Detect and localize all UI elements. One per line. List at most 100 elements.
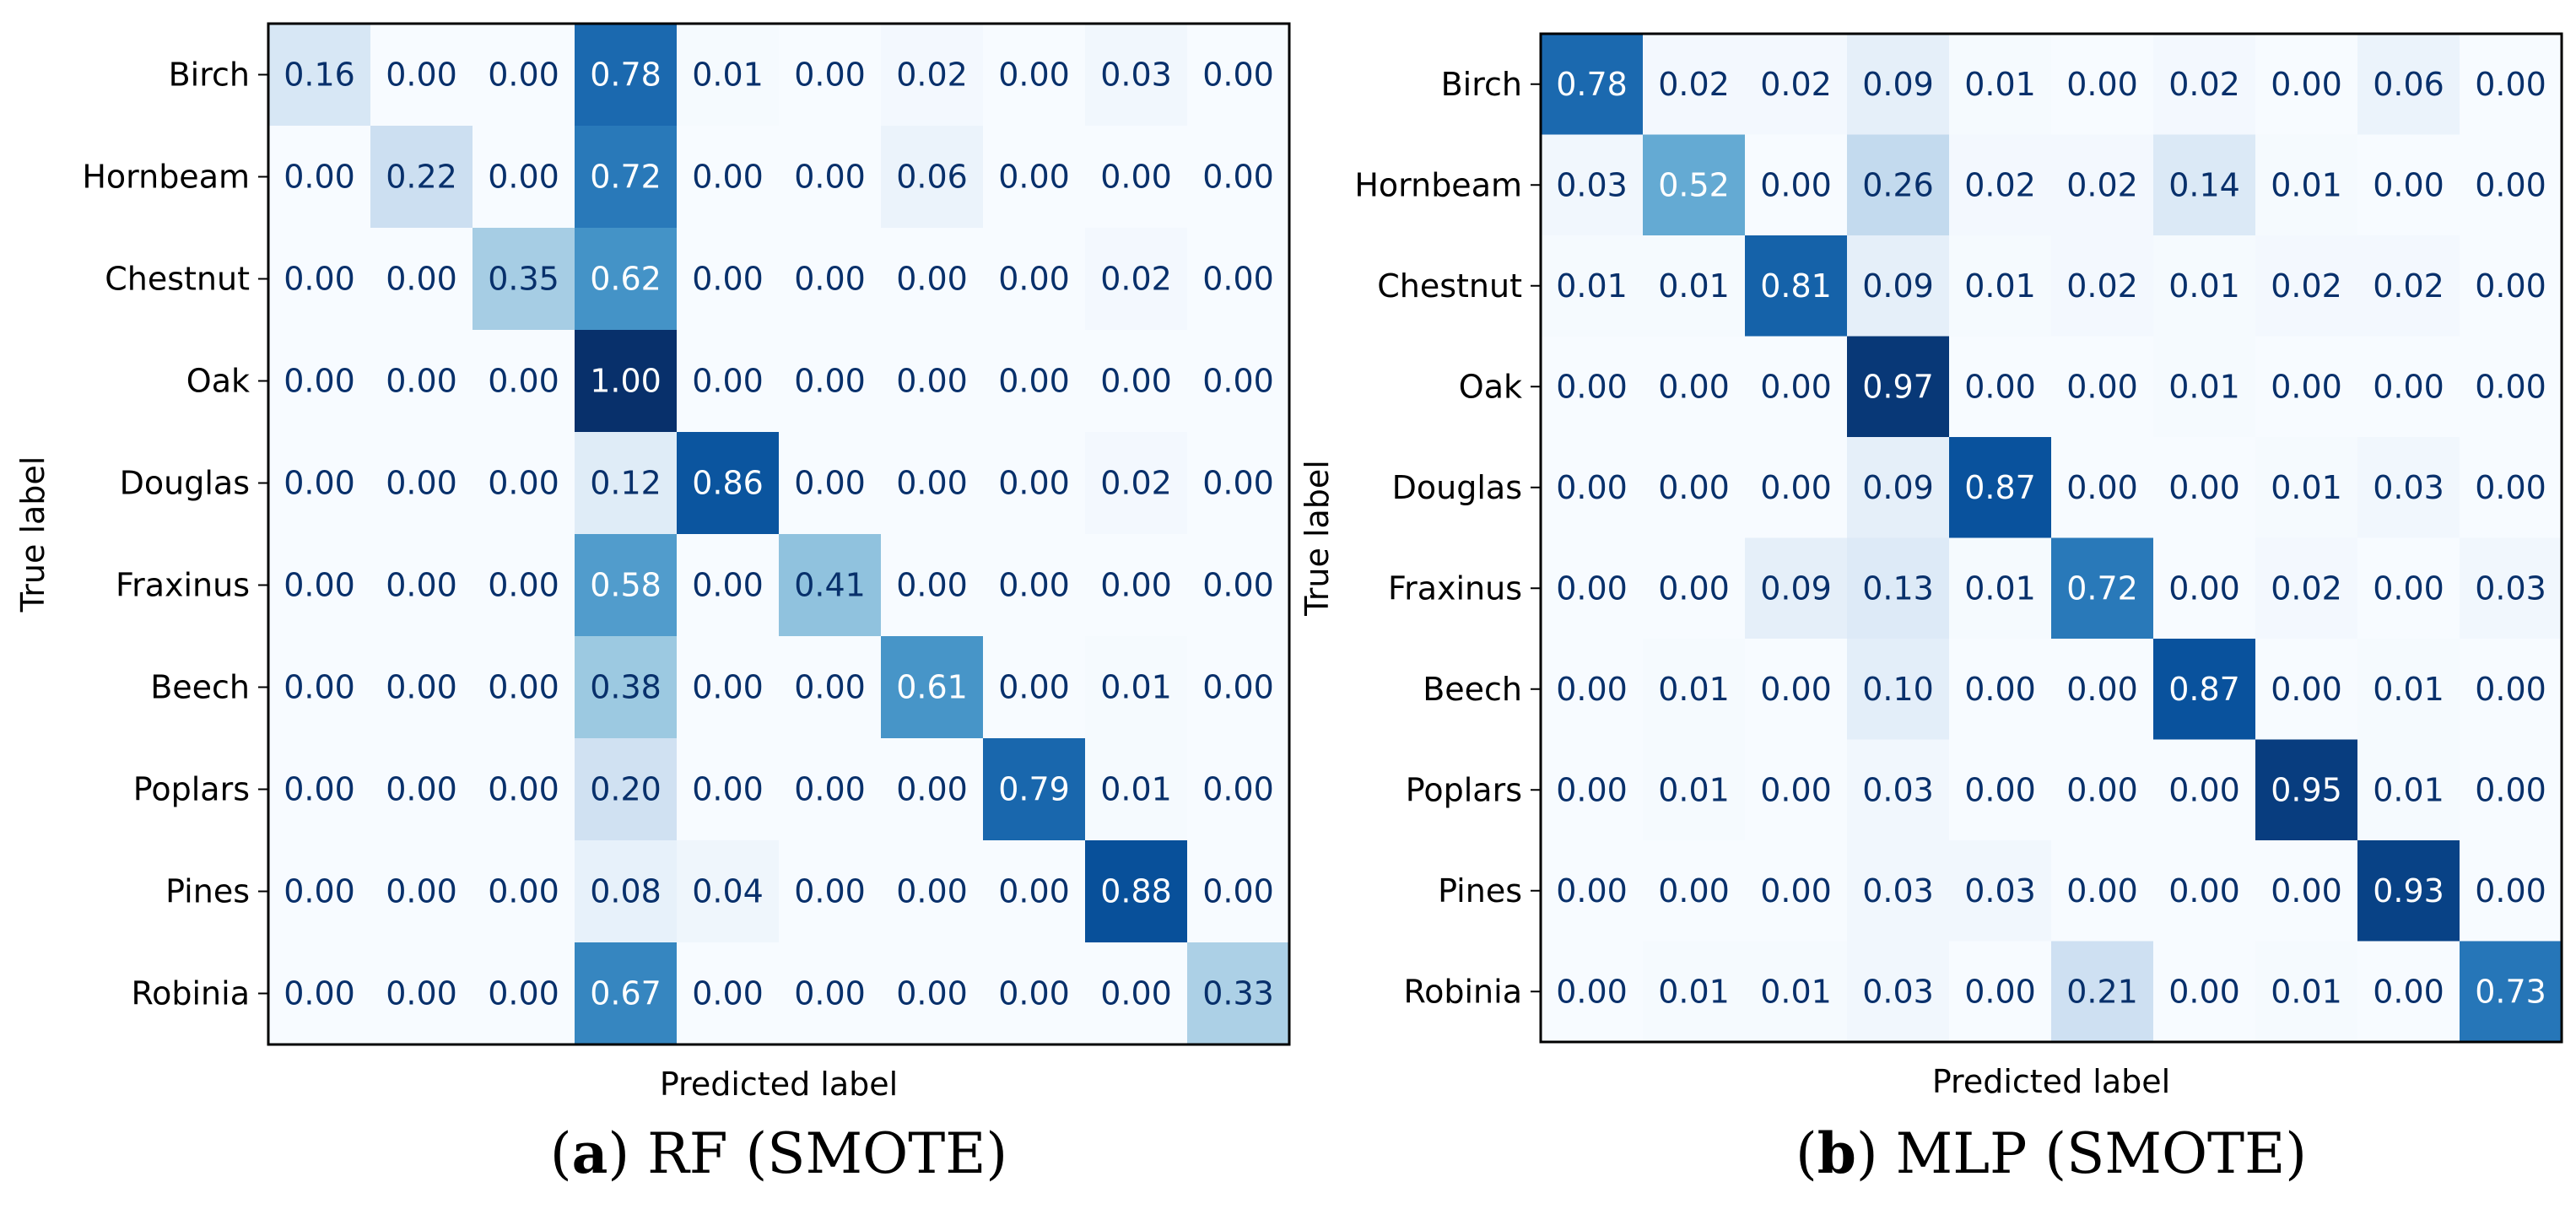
cell-value-label: 0.01 bbox=[2168, 267, 2240, 305]
cell-value-label: 0.00 bbox=[998, 465, 1070, 502]
cell-value-label: 0.22 bbox=[386, 159, 457, 196]
heatmap-cell bbox=[473, 636, 575, 739]
cell-value-label: 0.16 bbox=[284, 57, 355, 94]
cell-value-label: 0.01 bbox=[1556, 267, 1628, 305]
heatmap-cell bbox=[1847, 235, 1950, 337]
heatmap-cell bbox=[1085, 228, 1188, 331]
y-tick-label: Birch bbox=[169, 57, 250, 94]
heatmap-cell bbox=[983, 228, 1086, 331]
cell-value-label: 0.00 bbox=[2373, 166, 2444, 203]
y-tick-label: Douglas bbox=[1392, 469, 1522, 506]
heatmap-cell bbox=[268, 126, 371, 229]
cell-value-label: 0.00 bbox=[1202, 567, 1274, 604]
cell-value-label: 0.00 bbox=[284, 975, 355, 1012]
heatmap-cell bbox=[677, 24, 780, 127]
heatmap-cell bbox=[2357, 235, 2460, 337]
cell-value-label: 0.00 bbox=[386, 57, 457, 94]
cell-value-label: 0.00 bbox=[1202, 771, 1274, 808]
panel-mlp-smote: 0.78 0.02 0.02 0.09 0.01 0.00 0.02 0.00 0.06 0.00… bbox=[1299, 32, 2563, 1186]
heatmap-cell bbox=[2460, 134, 2562, 236]
cell-value-label: 0.00 bbox=[692, 567, 764, 604]
cell-value-label: 0.01 bbox=[692, 57, 764, 94]
cell-value-label: 0.00 bbox=[488, 669, 559, 706]
cell-value-label: 0.38 bbox=[590, 669, 662, 706]
cell-value-label: 0.00 bbox=[794, 771, 866, 808]
cell-value-label: 0.00 bbox=[1760, 671, 1832, 708]
cell-value-label: 0.00 bbox=[2475, 66, 2546, 103]
cell-value-label: 0.00 bbox=[488, 771, 559, 808]
heatmap-cell bbox=[1187, 738, 1290, 841]
y-tick-label: Chestnut bbox=[105, 261, 250, 298]
heatmap-cell bbox=[1085, 942, 1188, 1045]
cell-value-label: 0.00 bbox=[2475, 166, 2546, 203]
cell-value-label: 0.00 bbox=[2475, 469, 2546, 506]
cell-value-label: 0.02 bbox=[1100, 465, 1172, 502]
cell-value-label: 0.03 bbox=[1964, 872, 2036, 909]
cell-value-label: 0.00 bbox=[692, 363, 764, 400]
cell-value-label: 0.03 bbox=[1862, 872, 1934, 909]
heatmap-cell bbox=[779, 432, 882, 535]
cell-value-label: 0.01 bbox=[1658, 973, 1730, 1010]
heatmap-cell bbox=[2255, 941, 2358, 1043]
cell-value-label: 0.00 bbox=[2066, 469, 2138, 506]
cell-value-label: 0.00 bbox=[284, 873, 355, 910]
cell-value-label: 0.00 bbox=[1202, 159, 1274, 196]
heatmap-cell bbox=[881, 636, 984, 739]
heatmap-cell bbox=[370, 942, 473, 1045]
heatmap-cell bbox=[268, 636, 371, 739]
cell-value-label: 0.00 bbox=[2168, 771, 2240, 808]
heatmap-cell bbox=[2460, 941, 2562, 1043]
heatmap-cell bbox=[1085, 840, 1188, 943]
cell-value-label: 0.00 bbox=[1760, 469, 1832, 506]
heatmap-cell bbox=[575, 432, 678, 535]
cell-value-label: 0.00 bbox=[2271, 872, 2342, 909]
cell-value-label: 0.10 bbox=[1862, 671, 1934, 708]
heatmap-cell bbox=[677, 432, 780, 535]
heatmap-cell bbox=[2460, 34, 2562, 135]
cell-value-label: 0.00 bbox=[998, 57, 1070, 94]
heatmap-cell bbox=[1745, 739, 1848, 841]
heatmap-cell bbox=[575, 840, 678, 943]
heatmap-cell bbox=[2255, 537, 2358, 640]
heatmap-cell bbox=[1085, 330, 1188, 433]
y-tick-label: Poplars bbox=[1406, 771, 1522, 808]
heatmap-cell bbox=[1847, 336, 1950, 438]
cell-value-label: 0.00 bbox=[794, 465, 866, 502]
heatmap-cell bbox=[2255, 34, 2358, 135]
cell-value-label: 0.02 bbox=[1760, 66, 1832, 103]
heatmap-cell bbox=[2153, 941, 2256, 1043]
cell-value-label: 0.01 bbox=[1760, 973, 1832, 1010]
heatmap-cell bbox=[881, 534, 984, 637]
cell-value-label: 0.52 bbox=[1658, 166, 1730, 203]
cell-value-label: 0.14 bbox=[2168, 166, 2240, 203]
cell-value-label: 0.00 bbox=[488, 57, 559, 94]
cell-value-label: 0.62 bbox=[590, 261, 662, 298]
cell-value-label: 0.02 bbox=[2066, 267, 2138, 305]
cell-value-label: 0.00 bbox=[794, 57, 866, 94]
cell-value-label: 0.00 bbox=[794, 669, 866, 706]
heatmap-cell bbox=[1085, 126, 1188, 229]
cell-value-label: 0.00 bbox=[488, 567, 559, 604]
cell-value-label: 0.00 bbox=[896, 873, 968, 910]
heatmap-cell bbox=[370, 228, 473, 331]
heatmap-cell bbox=[1745, 437, 1848, 538]
heatmap-cell bbox=[370, 636, 473, 739]
cell-value-label: 0.00 bbox=[1556, 771, 1628, 808]
cell-value-label: 0.00 bbox=[1100, 567, 1172, 604]
heatmap-cell bbox=[1643, 34, 1746, 135]
caption-text: RF (SMOTE) bbox=[647, 1121, 1007, 1186]
heatmap-cell bbox=[2153, 437, 2256, 538]
cell-value-label: 0.00 bbox=[1964, 771, 2036, 808]
heatmap-cell bbox=[1745, 537, 1848, 640]
heatmap-cell bbox=[779, 24, 882, 127]
heatmap-cell bbox=[1187, 534, 1290, 637]
heatmap-cell bbox=[1745, 639, 1848, 740]
heatmap-cell bbox=[1541, 941, 1644, 1043]
plot-frame bbox=[267, 22, 1291, 1046]
cell-value-label: 0.00 bbox=[488, 873, 559, 910]
cell-value-label: 0.01 bbox=[1658, 671, 1730, 708]
cell-value-label: 0.78 bbox=[590, 57, 662, 94]
heatmap-cell bbox=[677, 330, 780, 433]
y-tick-label: Douglas bbox=[120, 465, 250, 502]
heatmap-cell bbox=[2051, 639, 2154, 740]
